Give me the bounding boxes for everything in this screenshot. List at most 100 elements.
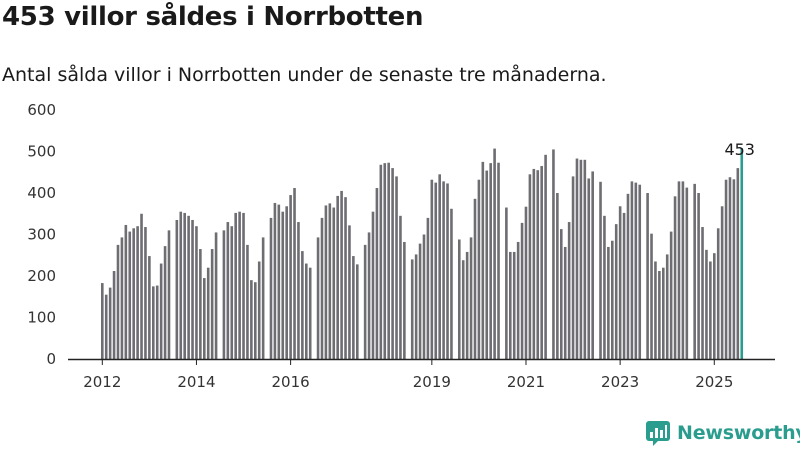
bar: [222, 230, 226, 359]
newsworthy-icon: [646, 421, 670, 446]
bar: [328, 203, 332, 360]
bar: [724, 179, 728, 359]
bar: [167, 230, 171, 359]
bar: [650, 233, 653, 359]
bar: [187, 215, 190, 359]
x-tick-label: 2025: [695, 373, 733, 391]
bar: [375, 188, 379, 359]
bar: [681, 181, 685, 359]
bar: [199, 249, 202, 359]
bar: [508, 251, 512, 359]
bar: [512, 251, 516, 359]
bar: [618, 206, 622, 359]
bar: [732, 179, 736, 359]
bar: [603, 215, 606, 359]
bar: [399, 215, 402, 359]
brand-logo: Newsworthy: [645, 418, 800, 448]
bar: [128, 231, 132, 359]
bar: [226, 222, 230, 359]
bar: [340, 190, 343, 359]
bar: [144, 227, 147, 359]
bar: [324, 205, 328, 359]
bar: [607, 246, 610, 359]
bar: [477, 179, 481, 359]
bar: [238, 211, 241, 359]
bar: [697, 193, 700, 359]
page-title: 453 villor såldes i Norrbotten: [2, 2, 424, 32]
bar: [297, 222, 300, 359]
y-tick-label: 100: [27, 309, 56, 327]
bar: [677, 181, 681, 359]
bar: [206, 267, 210, 359]
bar: [524, 206, 528, 359]
bar: [414, 254, 418, 359]
bar: [591, 171, 594, 359]
bar: [395, 176, 398, 359]
bar: [485, 170, 489, 359]
bar: [473, 198, 477, 359]
bar: [736, 168, 740, 359]
bar: [426, 217, 430, 359]
bar: [332, 207, 336, 359]
bar: [457, 239, 461, 359]
bar: [391, 168, 394, 359]
bar: [195, 226, 198, 359]
bar: [540, 166, 543, 359]
bar: [363, 244, 367, 360]
bar: [532, 168, 536, 359]
bar: [505, 207, 508, 359]
bar: [183, 212, 186, 359]
bar: [528, 174, 532, 359]
bar: [438, 174, 441, 359]
bar: [575, 158, 579, 359]
bar: [587, 178, 591, 359]
x-tick-label: 2023: [601, 373, 639, 391]
bar: [716, 228, 720, 359]
bar: [410, 259, 414, 359]
bar: [610, 240, 614, 359]
bar: [712, 253, 716, 359]
bar: [418, 243, 422, 359]
x-tick-label: 2014: [177, 373, 215, 391]
bar: [344, 197, 347, 359]
bar: [214, 232, 218, 359]
bar: [658, 271, 661, 359]
bar: [446, 183, 449, 359]
bar: [430, 179, 434, 359]
bar: [285, 206, 288, 359]
y-tick-label: 200: [27, 267, 56, 285]
bar: [348, 225, 351, 359]
y-tick-label: 300: [27, 226, 56, 244]
bar: [269, 217, 273, 359]
bar-highlight: [740, 148, 744, 359]
bar: [289, 195, 292, 359]
bar: [148, 256, 151, 359]
bar: [489, 163, 492, 359]
bar: [579, 159, 583, 359]
bar: [203, 278, 206, 359]
bar: [116, 244, 120, 360]
bar: [536, 170, 540, 359]
y-tick-label: 500: [27, 143, 56, 161]
bar: [120, 237, 124, 359]
bar: [422, 234, 426, 359]
bar: [450, 208, 453, 359]
bar: [273, 202, 277, 359]
bar: [559, 229, 563, 359]
x-tick-label: 2019: [413, 373, 451, 391]
x-tick-label: 2012: [83, 373, 121, 391]
bar: [403, 241, 406, 359]
bar: [175, 219, 179, 359]
bar: [701, 227, 704, 359]
bar: [493, 148, 496, 359]
bar: [626, 193, 630, 359]
bar: [308, 267, 312, 359]
bar: [571, 176, 575, 359]
bar: [630, 181, 634, 359]
bar: [371, 211, 375, 359]
bar: [563, 246, 567, 359]
bar: [685, 187, 689, 359]
bar: [583, 159, 587, 359]
bar: [442, 181, 445, 359]
bar: [254, 282, 257, 359]
